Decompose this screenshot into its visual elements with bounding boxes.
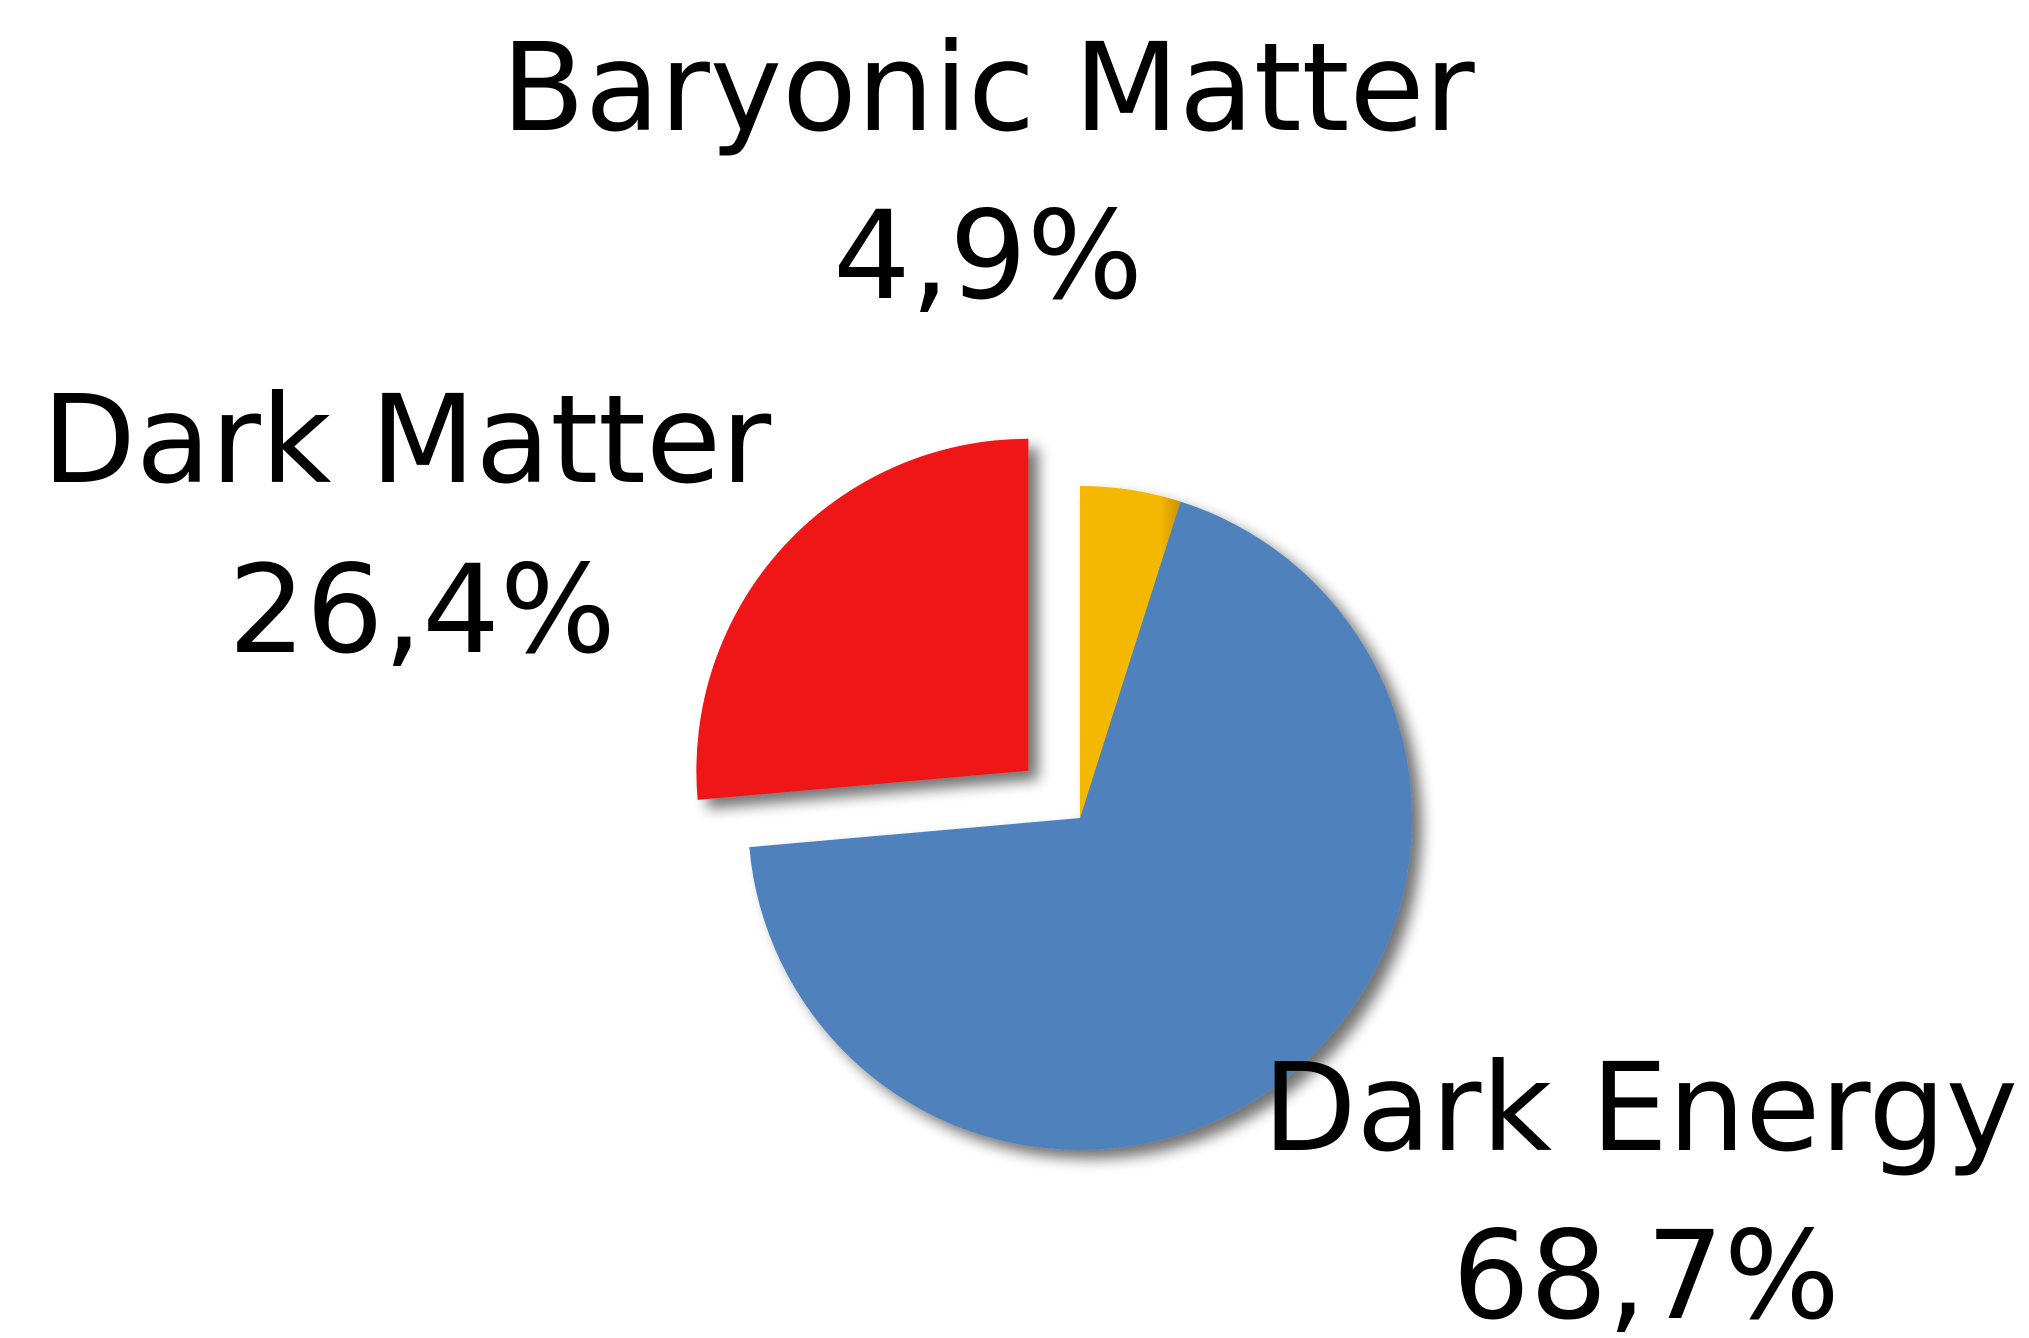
pie-slices [696, 438, 1412, 1151]
label-baryonic-matter-value: 4,9% [833, 185, 1143, 327]
label-dark-energy-name: Dark Energy [1263, 1037, 2018, 1179]
pie-slice-baryonic-matter [1080, 486, 1181, 818]
label-dark-matter-value: 26,4% [228, 539, 616, 681]
pie-slice-dark-energy [749, 501, 1412, 1151]
label-baryonic-matter-name: Baryonic Matter [501, 17, 1475, 159]
pie-slice-dark-matter [696, 438, 1029, 800]
label-dark-matter-name: Dark Matter [42, 369, 772, 511]
label-dark-energy-value: 68,7% [1452, 1205, 1840, 1338]
